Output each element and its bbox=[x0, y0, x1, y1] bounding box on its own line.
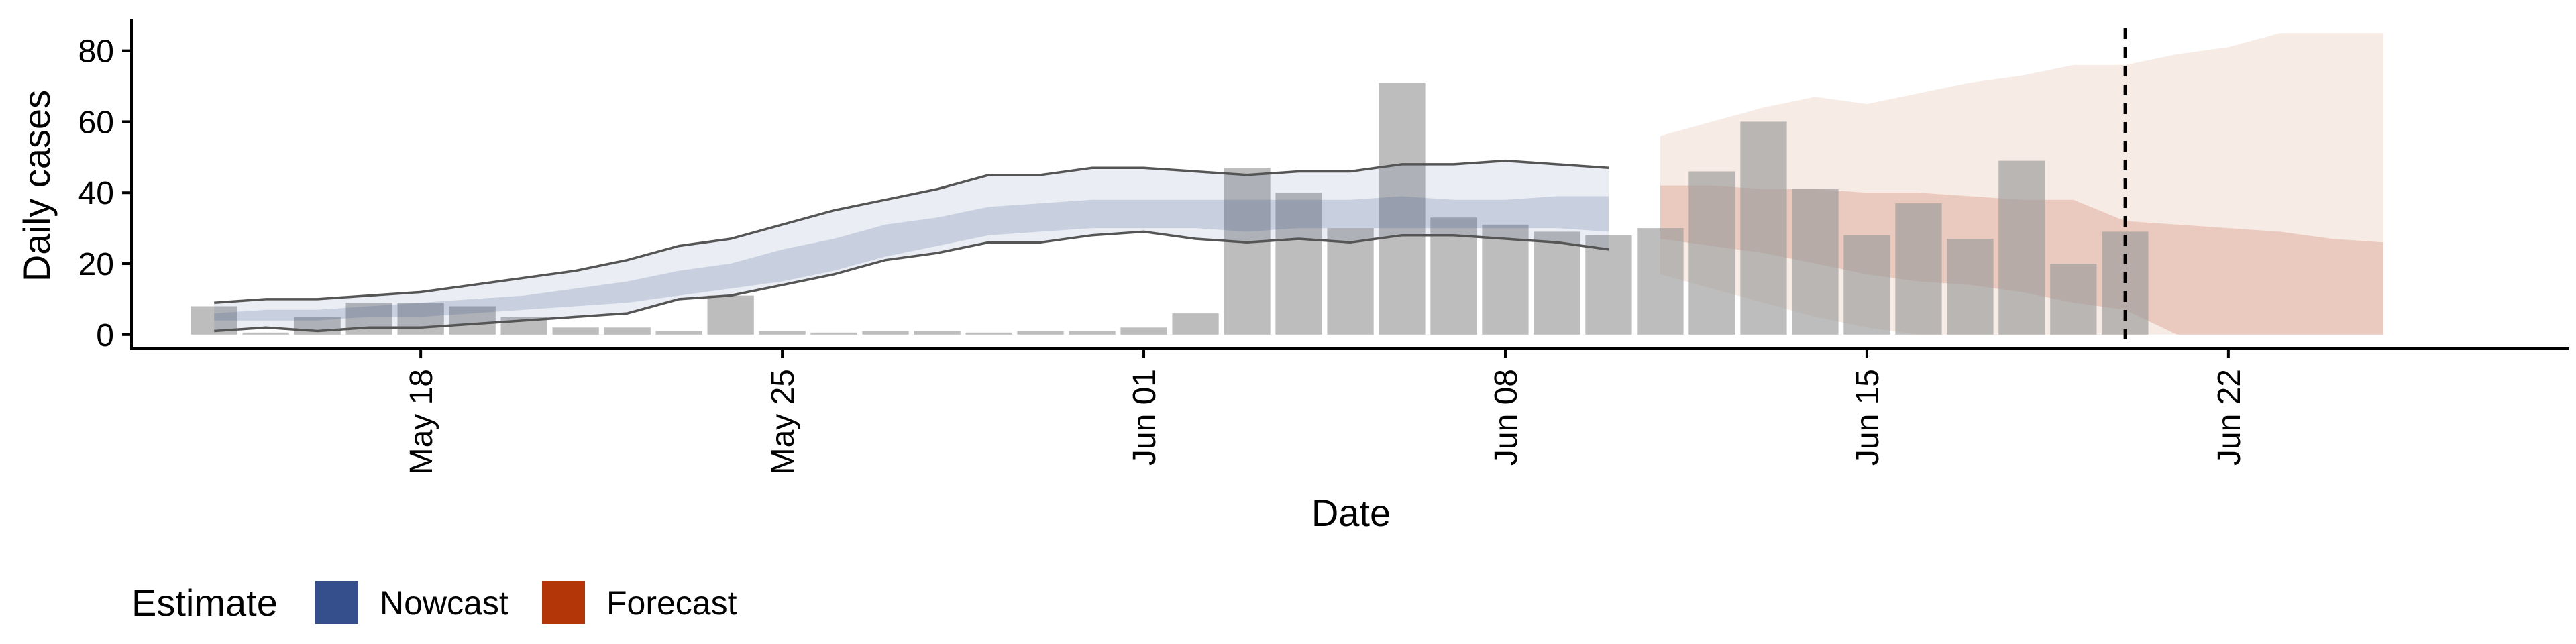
case-bar bbox=[1275, 193, 1322, 335]
case-bar bbox=[1688, 171, 1735, 335]
case-bar bbox=[1585, 235, 1632, 335]
nowcast-lower-line bbox=[214, 230, 1609, 333]
case-bar bbox=[449, 306, 496, 335]
case-bar bbox=[1637, 228, 1684, 335]
y-tick-label: 40 bbox=[78, 176, 114, 211]
plot-area bbox=[191, 28, 2383, 349]
case-bar bbox=[1740, 121, 1787, 335]
y-axis: 0 20 40 60 80 bbox=[78, 19, 133, 354]
case-bar bbox=[552, 327, 599, 335]
case-bar bbox=[1379, 83, 1426, 335]
legend-label-nowcast: Nowcast bbox=[380, 584, 508, 622]
case-bar bbox=[1120, 327, 1167, 335]
case-bar bbox=[1947, 239, 1994, 335]
case-bar bbox=[1843, 235, 1890, 335]
x-tick-label: Jun 22 bbox=[2212, 369, 2247, 466]
case-bar bbox=[397, 303, 444, 335]
case-bar bbox=[1792, 189, 1839, 335]
case-bar bbox=[2050, 264, 2097, 335]
case-bar bbox=[1224, 168, 1271, 335]
nowcast-upper-line bbox=[214, 159, 1609, 304]
legend-title: Estimate bbox=[131, 582, 278, 624]
x-tick-label: Jun 08 bbox=[1489, 369, 1524, 466]
y-tick-label: 80 bbox=[78, 34, 114, 70]
case-bar bbox=[1327, 228, 1374, 335]
case-bar bbox=[759, 331, 806, 335]
x-tick-label: May 18 bbox=[404, 369, 439, 474]
y-tick-label: 0 bbox=[96, 318, 114, 354]
x-axis-label: Date bbox=[1311, 492, 1391, 534]
x-axis: May 18 May 25 Jun 01 Jun 08 Jun 15 Jun 22 bbox=[130, 347, 2569, 474]
case-bar bbox=[1172, 313, 1219, 335]
nowcast-band-50 bbox=[214, 196, 1609, 321]
y-axis-label: Daily cases bbox=[15, 90, 58, 282]
case-bar bbox=[1482, 224, 1529, 335]
legend: Estimate Nowcast Forecast bbox=[131, 581, 737, 624]
case-bar bbox=[242, 332, 289, 335]
case-bar bbox=[1895, 203, 1942, 335]
case-bar bbox=[1069, 331, 1116, 335]
case-bar bbox=[1998, 160, 2045, 335]
case-bar bbox=[655, 331, 702, 335]
case-bar bbox=[707, 295, 754, 335]
case-bar bbox=[810, 332, 857, 335]
case-bar bbox=[862, 331, 909, 335]
y-tick-label: 60 bbox=[78, 105, 114, 140]
x-tick-label: May 25 bbox=[765, 369, 801, 474]
legend-swatch-nowcast bbox=[315, 581, 358, 624]
case-bar bbox=[1534, 231, 1580, 335]
case-bar bbox=[604, 327, 651, 335]
case-bar bbox=[914, 331, 961, 335]
case-bar bbox=[965, 332, 1012, 335]
legend-label-forecast: Forecast bbox=[606, 584, 737, 622]
nowcast-band-90 bbox=[214, 160, 1609, 331]
x-tick-label: Jun 01 bbox=[1127, 369, 1163, 466]
x-tick-label: Jun 15 bbox=[1850, 369, 1886, 466]
legend-swatch-forecast bbox=[542, 581, 585, 624]
case-bar bbox=[1017, 331, 1064, 335]
y-tick-label: 20 bbox=[78, 247, 114, 282]
